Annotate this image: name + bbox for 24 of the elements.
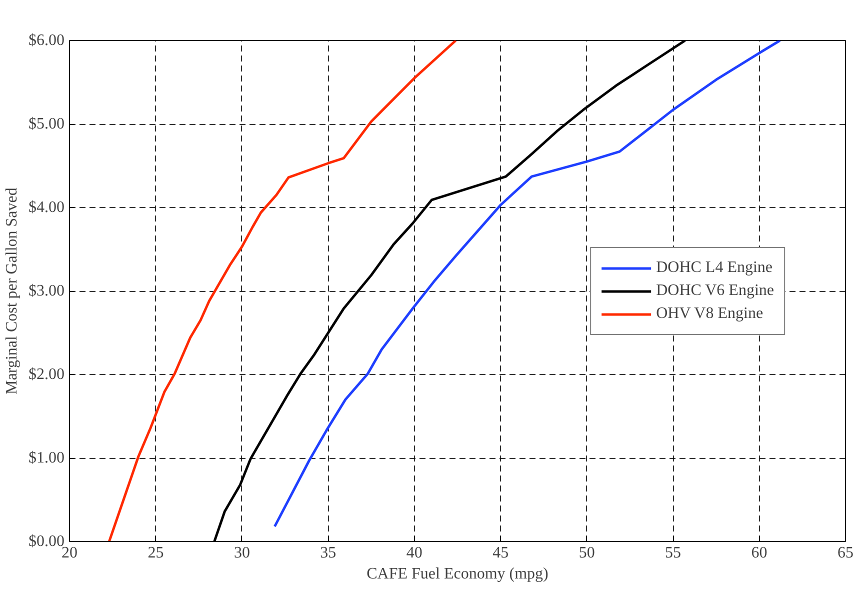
- y-tick-label: $3.00: [28, 282, 64, 300]
- legend-label: OHV V8 Engine: [656, 304, 764, 322]
- y-tick-label: $5.00: [28, 116, 64, 132]
- y-axis-title: Marginal Cost per Gallon Saved: [4, 188, 20, 394]
- y-tick-label: $6.00: [28, 32, 64, 49]
- y-tick-label: $2.00: [28, 366, 64, 383]
- x-tick-label: 35: [320, 544, 336, 562]
- x-tick-label: 30: [234, 544, 250, 562]
- legend-label: DOHC L4 Engine: [656, 258, 773, 276]
- x-tick-label: 60: [751, 544, 768, 562]
- x-tick-label: 25: [148, 544, 164, 562]
- line-series: [273, 40, 782, 528]
- x-tick-label: 20: [62, 544, 78, 562]
- y-tick-label: $0.00: [28, 533, 64, 550]
- x-tick-label: 65: [838, 544, 854, 562]
- x-tick-label: 55: [665, 544, 682, 562]
- x-tick-label: 50: [578, 544, 595, 562]
- y-tick-label: $4.00: [28, 199, 64, 216]
- x-tick-label: 45: [492, 544, 509, 562]
- x-axis-title: CAFE Fuel Economy (mpg): [366, 566, 548, 582]
- x-tick-label: 40: [406, 544, 422, 562]
- y-tick-label: $1.00: [28, 450, 64, 466]
- legend-label: DOHC V6 Engine: [656, 282, 774, 300]
- line-series: [108, 40, 458, 542]
